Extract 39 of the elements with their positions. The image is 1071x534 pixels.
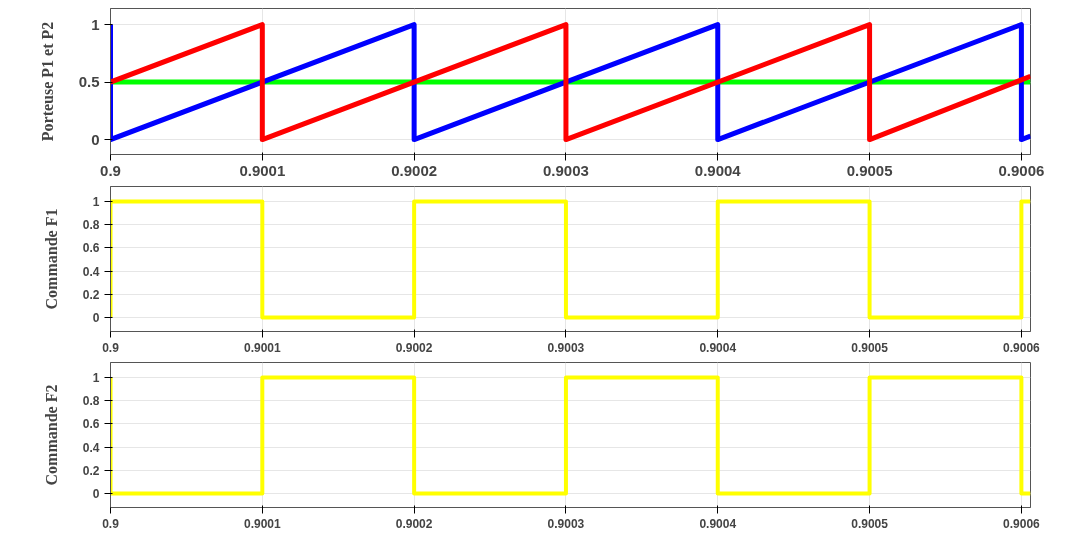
x-tick-label: 0.9001 (239, 161, 286, 179)
y-tick-label: 0 (92, 487, 100, 502)
x-tick-label: 0.9003 (543, 161, 589, 179)
x-tick-label: 0.9 (102, 340, 120, 355)
y-tick-label: 0 (92, 311, 100, 326)
y-tick-label: 0.6 (82, 417, 100, 432)
x-tick-label: 0.9005 (851, 516, 889, 531)
x-tick-label: 0.9005 (846, 161, 893, 179)
x-tick-label: 0.9006 (1003, 340, 1041, 355)
x-tick-label: 0.9001 (243, 340, 281, 355)
y-tick-label: 0.8 (82, 394, 100, 409)
y-tick-label: 0.2 (82, 463, 100, 478)
y-axis-title: Commande F1 (42, 208, 60, 310)
x-tick-label: 0.9002 (395, 516, 433, 531)
y-tick-label: 0.4 (82, 264, 100, 279)
x-tick-label: 0.9002 (391, 161, 438, 179)
y-tick-label: 0 (91, 130, 100, 148)
y-tick-label: 0.4 (82, 440, 100, 455)
x-tick-label: 0.9003 (547, 340, 585, 355)
x-tick-label: 0.9005 (851, 340, 889, 355)
y-tick-label: 0.6 (82, 241, 100, 256)
x-tick-label: 0.9004 (694, 161, 742, 179)
x-tick-label: 0.9004 (699, 340, 737, 355)
x-tick-label: 0.9002 (395, 340, 433, 355)
y-axis-title: Porteuse P1 et P2 (38, 21, 56, 142)
x-tick-label: 0.9004 (699, 516, 737, 531)
y-tick-label: 1 (92, 195, 100, 210)
x-tick-label: 0.9003 (547, 516, 585, 531)
x-tick-label: 0.9 (102, 516, 120, 531)
y-tick-label: 1 (92, 371, 100, 386)
x-tick-label: 0.9 (100, 161, 121, 179)
x-tick-label: 0.9006 (998, 161, 1045, 179)
y-tick-label: 0.2 (82, 287, 100, 302)
y-axis-title: Commande F2 (42, 384, 60, 486)
y-tick-label: 1 (91, 15, 100, 33)
y-tick-label: 0.5 (78, 73, 100, 91)
x-tick-label: 0.9006 (1003, 516, 1041, 531)
x-tick-label: 0.9001 (243, 516, 281, 531)
y-tick-label: 0.8 (82, 218, 100, 233)
